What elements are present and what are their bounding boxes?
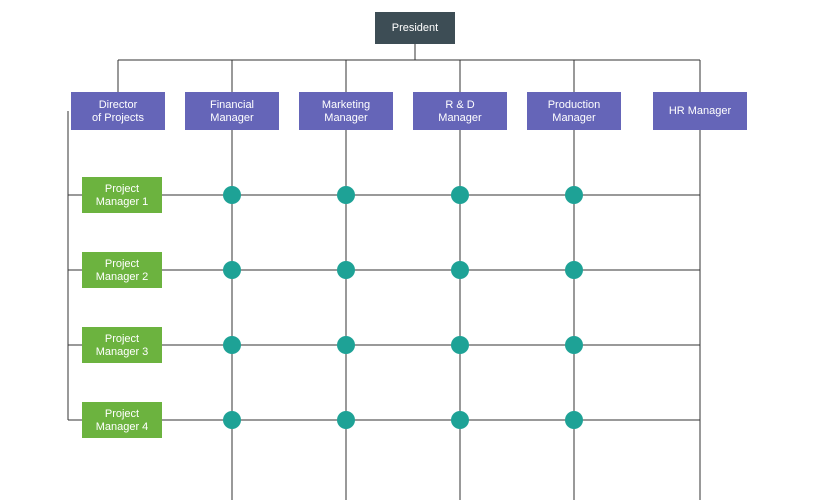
dept-box-2-label-2: Manager bbox=[324, 112, 368, 124]
matrix-dot-r3-c3 bbox=[565, 411, 583, 429]
pm-box-0-label-2: Manager 1 bbox=[96, 196, 149, 208]
dept-box-4: ProductionManager bbox=[527, 92, 621, 130]
dept-box-1-label-1: Financial bbox=[210, 99, 254, 111]
pm-box-3: ProjectManager 4 bbox=[82, 402, 162, 438]
pm-box-2-label-1: Project bbox=[105, 333, 139, 345]
matrix-dot-r2-c1 bbox=[337, 336, 355, 354]
pm-box-0: ProjectManager 1 bbox=[82, 177, 162, 213]
pm-box-1-label-2: Manager 2 bbox=[96, 271, 149, 283]
dept-box-5-label: HR Manager bbox=[669, 105, 732, 117]
dept-box-3-label-1: R & D bbox=[445, 99, 474, 111]
dept-box-5: HR Manager bbox=[653, 92, 747, 130]
dept-box-2: MarketingManager bbox=[299, 92, 393, 130]
pm-box-0-label-1: Project bbox=[105, 183, 139, 195]
matrix-dot-r0-c3 bbox=[565, 186, 583, 204]
dept-box-1-label-2: Manager bbox=[210, 112, 254, 124]
dept-box-2-label-1: Marketing bbox=[322, 99, 370, 111]
president-box: President bbox=[375, 12, 455, 44]
matrix-dot-r0-c2 bbox=[451, 186, 469, 204]
pm-box-2-label-2: Manager 3 bbox=[96, 346, 149, 358]
president-box-label: President bbox=[392, 22, 438, 34]
matrix-dot-r3-c2 bbox=[451, 411, 469, 429]
matrix-dot-r1-c2 bbox=[451, 261, 469, 279]
dept-box-1: FinancialManager bbox=[185, 92, 279, 130]
pm-box-1: ProjectManager 2 bbox=[82, 252, 162, 288]
matrix-dot-r2-c3 bbox=[565, 336, 583, 354]
matrix-dot-r3-c0 bbox=[223, 411, 241, 429]
matrix-dot-r0-c1 bbox=[337, 186, 355, 204]
dept-box-0: Directorof Projects bbox=[71, 92, 165, 130]
matrix-dot-r2-c2 bbox=[451, 336, 469, 354]
dept-box-3-label-2: Manager bbox=[438, 112, 482, 124]
dept-box-0-label-1: Director bbox=[99, 99, 138, 111]
dept-box-0-label-2: of Projects bbox=[92, 112, 144, 124]
dept-box-4-label-1: Production bbox=[548, 99, 601, 111]
matrix-dot-r0-c0 bbox=[223, 186, 241, 204]
pm-box-1-label-1: Project bbox=[105, 258, 139, 270]
matrix-dot-r2-c0 bbox=[223, 336, 241, 354]
pm-box-3-label-1: Project bbox=[105, 408, 139, 420]
pm-box-3-label-2: Manager 4 bbox=[96, 421, 149, 433]
matrix-dot-r1-c0 bbox=[223, 261, 241, 279]
matrix-dot-r1-c1 bbox=[337, 261, 355, 279]
matrix-dot-r1-c3 bbox=[565, 261, 583, 279]
matrix-dot-r3-c1 bbox=[337, 411, 355, 429]
matrix-org-chart: PresidentDirectorof ProjectsFinancialMan… bbox=[0, 0, 830, 500]
dept-box-3: R & DManager bbox=[413, 92, 507, 130]
pm-box-2: ProjectManager 3 bbox=[82, 327, 162, 363]
dept-box-4-label-2: Manager bbox=[552, 112, 596, 124]
